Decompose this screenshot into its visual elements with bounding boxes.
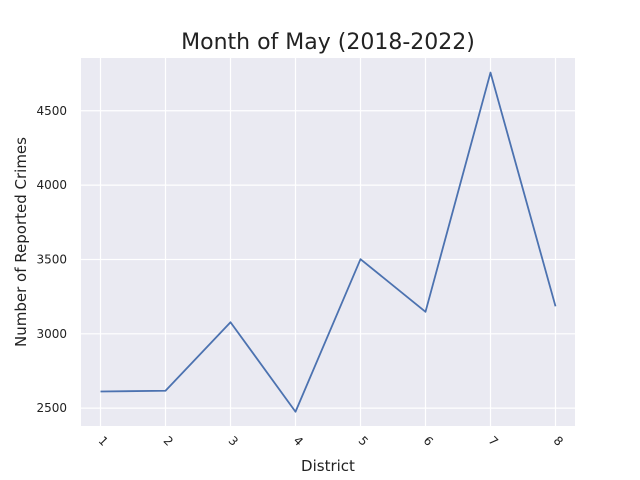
y-tick-label: 2500 — [36, 401, 67, 415]
x-tick-label: 1 — [96, 434, 111, 449]
y-tick-labels: 2500 3000 3500 4000 4500 — [36, 104, 67, 415]
x-tick-label: 8 — [551, 434, 566, 449]
x-tick-label: 6 — [421, 434, 436, 449]
x-tick-label: 7 — [486, 434, 501, 449]
y-tick-label: 4000 — [36, 178, 67, 192]
x-gridlines — [99, 58, 557, 426]
series-group — [100, 71, 557, 413]
y-tick-label: 3000 — [36, 327, 67, 341]
y-axis-title: Number of Reported Crimes — [12, 137, 30, 347]
x-tick-labels: 1 2 3 4 5 6 7 8 — [96, 434, 566, 449]
y-tick-label: 3500 — [36, 252, 67, 266]
x-tick-label: 4 — [291, 434, 306, 449]
series-line-0 — [100, 71, 557, 413]
x-tick-label: 2 — [161, 434, 176, 449]
x-tick-label: 5 — [356, 434, 371, 449]
x-axis-title: District — [301, 457, 355, 475]
chart-title: Month of May (2018-2022) — [181, 30, 475, 55]
x-tick-label: 3 — [226, 434, 241, 449]
y-tick-label: 4500 — [36, 104, 67, 118]
plot-area — [81, 58, 575, 426]
